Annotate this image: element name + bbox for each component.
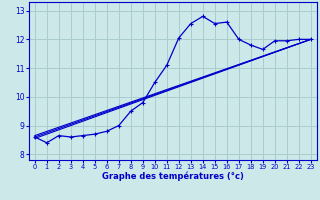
X-axis label: Graphe des températures (°c): Graphe des températures (°c): [102, 172, 244, 181]
